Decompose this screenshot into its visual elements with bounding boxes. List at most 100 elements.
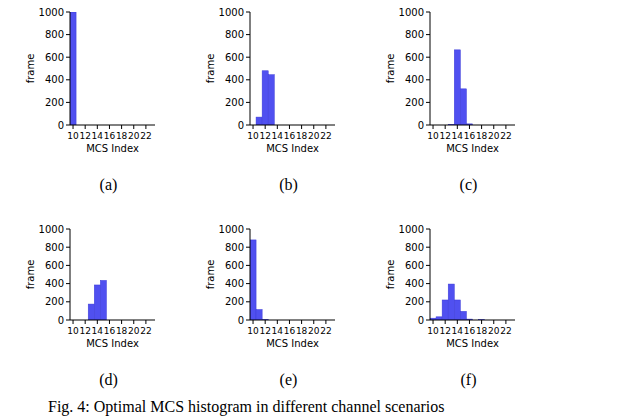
y-tick-label: 800 <box>405 242 424 253</box>
x-axis-line <box>430 125 515 126</box>
x-axis-line <box>430 320 515 321</box>
y-tick <box>426 265 430 266</box>
bars <box>250 240 268 320</box>
x-tick-label: 10 <box>67 131 79 141</box>
x-tick-label: 20 <box>128 131 140 141</box>
y-tick <box>426 34 430 35</box>
x-tick <box>145 320 146 324</box>
panel: 0200400600800100010121416182022MCS Index… <box>385 7 515 195</box>
y-tick <box>246 265 250 266</box>
x-tick-label: 12 <box>259 326 270 336</box>
x-tick <box>277 125 278 129</box>
x-tick-label: 16 <box>104 326 116 336</box>
y-tick-label: 1000 <box>399 7 424 18</box>
y-tick-label: 200 <box>405 97 424 108</box>
x-tick <box>433 125 434 129</box>
x-tick <box>493 125 494 129</box>
y-label: frame <box>385 260 396 290</box>
y-tick-label: 600 <box>405 52 424 63</box>
y-tick <box>66 34 70 35</box>
y-tick-label: 600 <box>45 52 64 63</box>
y-tick <box>66 102 70 103</box>
y-tick <box>246 229 250 230</box>
y-tick-label: 1000 <box>219 7 244 18</box>
x-axis-line <box>70 320 155 321</box>
panel-label: (b) <box>279 176 298 194</box>
x-tick-label: 18 <box>476 326 488 336</box>
y-tick <box>246 34 250 35</box>
y-tick-label: 1000 <box>399 224 424 235</box>
x-tick-label: 12 <box>79 131 90 141</box>
y-tick <box>246 283 250 284</box>
x-tick-label: 20 <box>128 326 140 336</box>
x-tick <box>265 125 266 129</box>
y-tick-label: 400 <box>225 74 244 85</box>
y-tick <box>66 247 70 248</box>
bar <box>460 89 466 125</box>
x-tick <box>97 125 98 129</box>
x-tick <box>289 320 290 324</box>
y-tick-label: 800 <box>225 29 244 40</box>
x-tick-label: 20 <box>488 131 500 141</box>
y-tick-label: 200 <box>225 296 244 307</box>
x-tick <box>505 320 506 324</box>
panel: 0200400600800100010121416182022MCS Index… <box>205 224 335 390</box>
panel-label: (a) <box>100 176 118 194</box>
x-label: MCS Index <box>266 338 319 349</box>
y-tick-label: 400 <box>405 74 424 85</box>
panel-label: (e) <box>280 371 298 389</box>
x-tick-label: 12 <box>79 326 90 336</box>
x-tick-label: 22 <box>140 326 151 336</box>
y-tick-label: 0 <box>58 120 64 131</box>
bar <box>94 285 100 320</box>
x-tick-label: 14 <box>272 131 284 141</box>
x-tick-label: 12 <box>439 326 450 336</box>
x-tick <box>457 320 458 324</box>
bar <box>256 310 262 320</box>
x-tick <box>289 125 290 129</box>
x-tick-label: 10 <box>247 131 259 141</box>
bars <box>256 71 274 125</box>
x-tick-label: 16 <box>284 326 296 336</box>
y-axis-line <box>70 12 71 125</box>
x-tick <box>253 125 254 129</box>
panel-label: (c) <box>460 176 478 194</box>
panel-label: (d) <box>99 371 118 389</box>
y-tick-label: 1000 <box>39 224 64 235</box>
bars <box>448 50 472 125</box>
x-label: MCS Index <box>446 338 499 349</box>
y-tick-label: 1000 <box>39 7 64 18</box>
y-tick <box>246 320 250 321</box>
y-tick <box>426 57 430 58</box>
x-tick <box>445 125 446 129</box>
x-tick-label: 18 <box>296 131 308 141</box>
panel-label: (f) <box>461 371 477 389</box>
y-tick <box>66 265 70 266</box>
y-tick <box>426 283 430 284</box>
y-tick-label: 800 <box>405 29 424 40</box>
x-tick <box>109 320 110 324</box>
x-label: MCS Index <box>86 143 139 154</box>
x-tick-label: 18 <box>116 131 128 141</box>
x-tick-label: 16 <box>284 131 296 141</box>
y-tick-label: 200 <box>45 97 64 108</box>
x-tick-label: 16 <box>104 131 116 141</box>
y-tick <box>66 283 70 284</box>
y-tick-label: 200 <box>225 97 244 108</box>
y-tick <box>246 12 250 13</box>
x-axis-line <box>250 125 335 126</box>
y-label: frame <box>205 54 216 84</box>
y-tick-label: 0 <box>418 315 424 326</box>
y-label: frame <box>385 54 396 84</box>
caption: Fig. 4: Optimal MCS histogram in differe… <box>48 398 445 416</box>
figure: 0200400600800100010121416182022MCS Index… <box>0 0 640 419</box>
x-label: MCS Index <box>446 143 499 154</box>
x-tick <box>277 320 278 324</box>
panel: 0200400600800100010121416182022MCS Index… <box>385 224 515 390</box>
x-tick <box>457 125 458 129</box>
x-tick-label: 10 <box>427 131 439 141</box>
panel: 0200400600800100010121416182022MCS Index… <box>25 224 155 390</box>
y-tick-label: 0 <box>238 120 244 131</box>
x-tick-label: 12 <box>259 131 270 141</box>
x-tick-label: 16 <box>464 326 476 336</box>
